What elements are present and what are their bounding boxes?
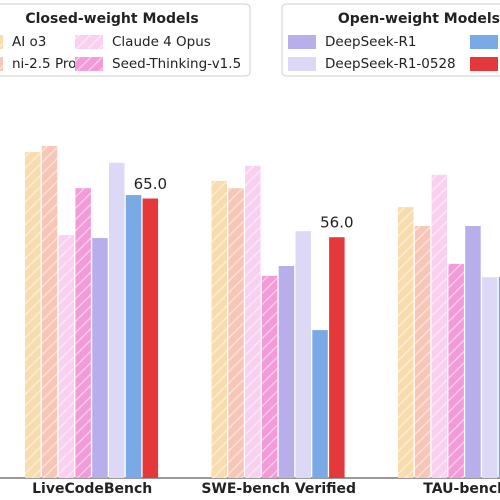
legend-swatch	[470, 35, 498, 49]
legend-label: Seed-Thinking-v1.5	[112, 56, 241, 72]
bar-hatch	[41, 146, 58, 479]
legend-swatch	[470, 57, 498, 71]
legend-label: AI o3	[12, 34, 46, 50]
bar	[312, 330, 328, 478]
bar	[295, 231, 311, 478]
bar-hatch	[25, 152, 41, 478]
bar-hatch	[228, 188, 244, 478]
bar-hatch	[414, 226, 431, 478]
legend-swatch-hatch	[75, 57, 103, 71]
bar	[109, 162, 125, 478]
bar	[142, 198, 159, 478]
legend-label: Claude 4 Opus	[112, 34, 211, 50]
bar-hatch	[58, 235, 75, 478]
legend-swatch	[288, 57, 316, 71]
x-tick-label: SWE-bench Verified	[201, 481, 356, 497]
bar-hatch	[75, 188, 91, 478]
x-tick-label: TAU-bench	[423, 481, 500, 497]
bar	[125, 195, 142, 478]
legend-swatch-hatch	[0, 57, 3, 71]
bar-hatch	[245, 165, 261, 478]
bar-hatch	[431, 174, 448, 478]
legend-swatch	[288, 35, 316, 49]
legend-box	[0, 3, 251, 77]
bar	[498, 277, 500, 478]
legend-label: ni-2.5 Pro	[12, 56, 76, 72]
bar-hatch	[261, 275, 278, 478]
bar-hatch	[211, 180, 227, 478]
bar	[92, 238, 108, 478]
legend-box	[281, 3, 500, 77]
bar	[278, 266, 295, 478]
legend-swatch-hatch	[75, 35, 103, 49]
x-tick-label: LiveCodeBench	[32, 481, 152, 497]
legend-label: DeepSeek-R1	[325, 34, 416, 50]
legend-title: Open-weight Models	[338, 11, 500, 27]
bar	[482, 277, 498, 478]
data-label: 65.0	[134, 175, 167, 193]
bar-hatch	[448, 263, 464, 478]
bar	[465, 226, 481, 478]
legend-title: Closed-weight Models	[25, 11, 198, 27]
data-label: 56.0	[320, 214, 353, 232]
legend-label: DeepSeek-R1-0528	[325, 56, 456, 72]
bar-hatch	[398, 207, 414, 478]
bar	[329, 237, 345, 478]
legend-swatch-hatch	[0, 35, 3, 49]
